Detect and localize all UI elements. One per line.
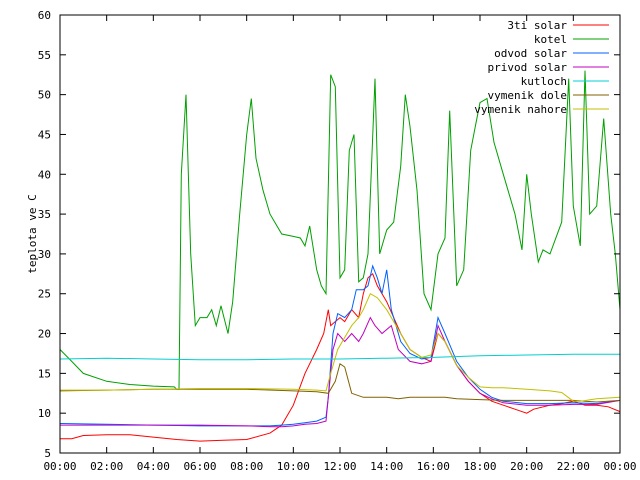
x-tick-label: 14:00 [370,460,403,473]
plot-frame [59,14,621,454]
y-tick-label: 45 [38,128,51,141]
x-tick-label: 20:00 [510,460,543,473]
plot-lines [59,70,621,442]
x-tick-label: 18:00 [463,460,496,473]
series-line-vymenik-dole [59,362,621,403]
y-tick-label: 15 [38,367,51,380]
x-tick-label: 22:00 [557,460,590,473]
legend-label: odvod solar [494,47,567,60]
legend-label: kotel [534,33,567,46]
y-tick-label: 55 [38,49,51,62]
series-line-privod-solar [60,316,621,428]
y-tick-label: 10 [38,407,51,420]
x-tick-label: 08:00 [230,460,263,473]
legend-label: kutloch [521,75,567,88]
x-tick-label: 16:00 [417,460,450,473]
series-line-kutloch [59,353,620,361]
y-tick-label: 60 [38,9,51,22]
y-tick-label: 35 [38,208,51,221]
legend-label: 3ti solar [507,19,567,32]
x-tick-label: 10:00 [277,460,310,473]
legend-label: vymenik dole [488,89,567,102]
series-line-odvod-solar [59,264,621,427]
x-tick-label: 12:00 [323,460,356,473]
x-tick-label: 04:00 [137,460,170,473]
y-tick-label: 30 [38,248,51,261]
y-tick-label: 5 [44,447,51,460]
x-tick-label: 06:00 [183,460,216,473]
legend-label: vymenik nahore [474,103,567,116]
x-tick-label: 00:00 [43,460,76,473]
series-line-vymenik-nahore [60,292,621,402]
legend-label: privod solar [488,61,568,74]
y-tick-label: 20 [38,328,51,341]
axis-ticks: 5 10 15 20 25 30 35 40 45 50 55 60 00:00 02:00 04:00 06… [38,9,637,473]
x-tick-label: 00:00 [603,460,636,473]
y-tick-label: 50 [38,89,51,102]
y-tick-label: 40 [38,168,51,181]
series-line-kotel [59,70,621,390]
y-tick-label: 25 [38,288,51,301]
series-line-3ti-solar [60,272,621,442]
y-axis-label: teplota ve C [26,194,39,273]
x-tick-label: 02:00 [90,460,123,473]
